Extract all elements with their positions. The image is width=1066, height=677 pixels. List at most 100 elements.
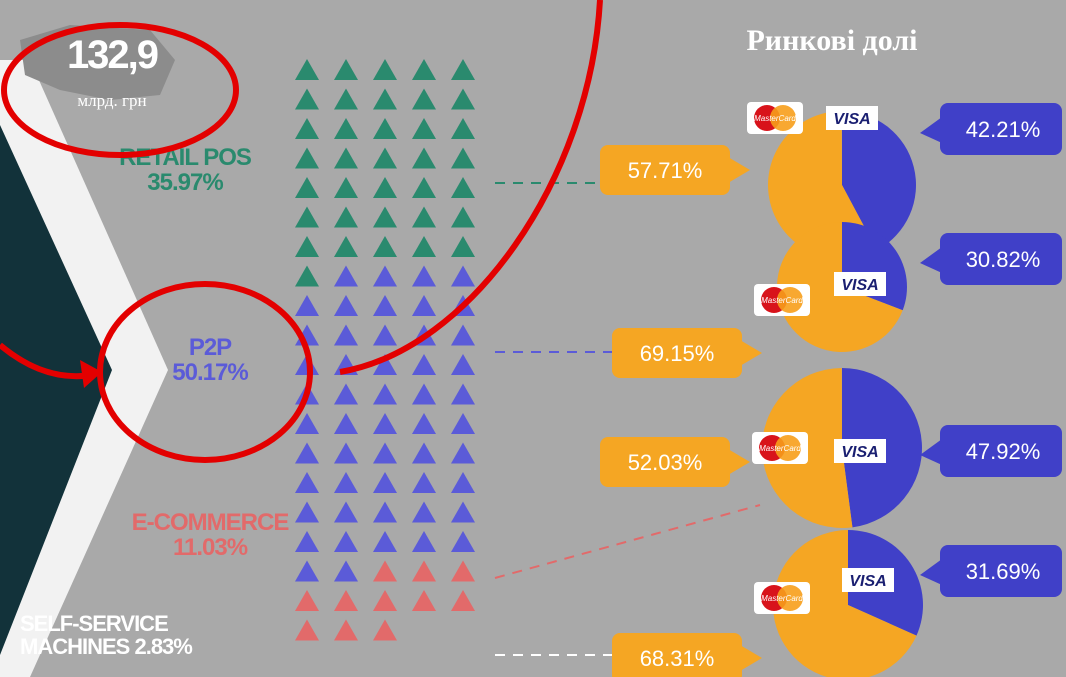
visa-share: 31.69% <box>966 559 1041 584</box>
mastercard-share: 52.03% <box>628 450 703 475</box>
visa-share-box <box>940 233 1062 285</box>
segment-share: 2.83% <box>134 634 192 660</box>
unit-triangle <box>334 177 358 198</box>
unit-triangle <box>451 177 475 198</box>
visa-share: 30.82% <box>966 247 1041 272</box>
unit-triangle <box>295 177 319 198</box>
segment-text: P2P 50.17% <box>120 335 300 385</box>
mastercard-share: 68.31% <box>640 646 715 671</box>
unit-triangle <box>451 472 475 493</box>
unit-triangle <box>334 619 358 641</box>
unit-triangle <box>295 413 319 434</box>
unit-triangle <box>451 59 475 80</box>
unit-triangle <box>295 265 319 287</box>
unit-triangle <box>373 295 397 316</box>
unit-triangle <box>295 236 319 257</box>
unit-triangle <box>373 236 397 257</box>
pie-slice <box>842 111 916 251</box>
unit-triangle <box>451 531 475 552</box>
unit-triangle <box>373 88 397 110</box>
unit-triangle <box>412 295 436 316</box>
visa-text: VISA <box>849 573 886 590</box>
unit-triangle <box>412 236 436 257</box>
photo <box>0 125 112 655</box>
unit-triangle <box>412 383 436 405</box>
pie-slice <box>773 530 917 677</box>
unit-triangle <box>295 560 319 582</box>
mastercard-share: 69.15% <box>640 341 715 366</box>
segment-share: 50.17% <box>172 359 248 387</box>
box-pointer <box>920 247 942 273</box>
unit-triangle <box>373 619 397 641</box>
unit-triangle <box>334 118 358 139</box>
unit-triangle <box>295 442 319 464</box>
unit-triangle <box>373 324 397 346</box>
unit-triangle <box>334 88 358 110</box>
unit-triangle <box>334 501 358 523</box>
box-pointer <box>728 157 750 183</box>
unit-triangle <box>412 560 436 582</box>
unit-triangle <box>412 118 436 139</box>
unit-triangle <box>295 295 319 316</box>
visa-share-box <box>940 545 1062 597</box>
unit-triangle <box>451 501 475 523</box>
unit-triangle <box>451 236 475 257</box>
unit-triangle <box>412 501 436 523</box>
unit-triangle <box>451 324 475 346</box>
unit-triangle <box>373 177 397 198</box>
unit-triangle <box>295 59 319 80</box>
unit-triangle <box>451 560 475 582</box>
unit-triangle <box>295 531 319 552</box>
unit-triangle <box>373 59 397 80</box>
unit-triangle <box>334 590 358 611</box>
segment-name: RETAIL POS <box>119 145 252 171</box>
segment-text: SELF-SERVICE MACHINES 2.83% <box>20 612 220 658</box>
segment-name: SELF-SERVICE MACHINES <box>20 612 169 660</box>
unit-triangle <box>451 118 475 139</box>
unit-triangle <box>334 531 358 552</box>
unit-triangle <box>451 383 475 405</box>
total-unit: млрд. грн <box>77 91 146 110</box>
mc-circle <box>770 105 796 131</box>
segment-name: E-COMMERCE <box>131 510 290 536</box>
unit-triangle <box>334 472 358 493</box>
mastercard-text: MasterCard <box>761 296 803 305</box>
mastercard-share-box <box>612 328 742 378</box>
unit-triangle <box>334 413 358 434</box>
unit-triangle <box>412 177 436 198</box>
segment-text: E-COMMERCE 11.03% <box>110 510 310 560</box>
unit-triangle <box>373 147 397 169</box>
segment-share: 35.97% <box>147 169 223 197</box>
unit-triangle <box>412 147 436 169</box>
box-pointer <box>740 645 762 671</box>
unit-triangle <box>295 472 319 493</box>
segment-text: RETAIL POS 35.97% <box>90 145 280 195</box>
unit-triangle <box>295 501 319 523</box>
box-pointer <box>920 117 942 143</box>
unit-triangle <box>451 442 475 464</box>
visa-share-box <box>940 103 1062 155</box>
mastercard-text: MasterCard <box>761 594 803 603</box>
unit-triangle <box>412 59 436 80</box>
unit-triangle <box>295 147 319 169</box>
unit-triangle <box>451 265 475 287</box>
total-amount: 132,9 <box>67 33 158 77</box>
unit-triangle <box>373 265 397 287</box>
unit-triangle <box>451 206 475 228</box>
unit-triangle <box>295 88 319 110</box>
unit-triangle <box>373 206 397 228</box>
unit-triangle <box>373 590 397 611</box>
unit-triangle <box>451 147 475 169</box>
visa-text: VISA <box>841 444 878 461</box>
unit-triangle <box>451 590 475 611</box>
segment-label: SELF-SERVICE MACHINES 2.83% <box>20 612 220 658</box>
unit-triangle <box>334 295 358 316</box>
mastercard-share: 57.71% <box>628 158 703 183</box>
unit-triangle <box>412 354 436 375</box>
box-pointer <box>728 449 750 475</box>
pie-slice <box>768 111 877 259</box>
mastercard-text: MasterCard <box>754 114 796 123</box>
